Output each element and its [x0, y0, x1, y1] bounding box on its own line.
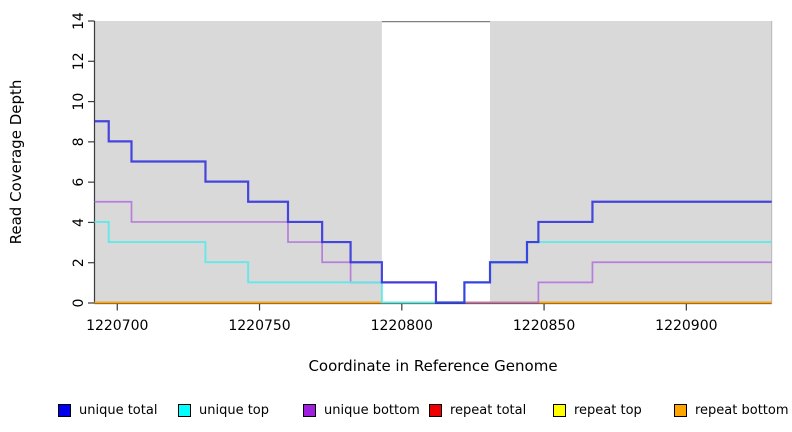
legend-label: repeat top	[574, 402, 642, 418]
legend-item-unique-bottom: unique bottom	[303, 399, 420, 421]
legend-label: repeat total	[450, 402, 527, 418]
svg-text:1220800: 1220800	[371, 318, 433, 334]
coverage-plot: 1220700 1220750 1220800 1220850 1220900 0 2 4 6 8…	[71, 12, 773, 334]
legend-item-unique-top: unique top	[178, 399, 269, 421]
svg-text:10: 10	[71, 93, 87, 111]
svg-text:0: 0	[71, 299, 87, 308]
svg-text:12: 12	[71, 52, 87, 70]
legend-item-repeat-top: repeat top	[553, 399, 642, 421]
legend-swatch-repeat-top	[553, 403, 566, 417]
legend-item-repeat-total: repeat total	[429, 399, 526, 421]
legend-item-repeat-bottom: repeat bottom	[674, 399, 789, 421]
svg-text:6: 6	[71, 178, 87, 187]
legend-label: unique bottom	[324, 402, 420, 418]
legend-swatch-unique-top	[178, 403, 191, 417]
legend-label: repeat bottom	[695, 402, 789, 418]
svg-text:2: 2	[71, 258, 87, 267]
svg-text:1220850: 1220850	[513, 318, 575, 334]
legend-swatch-unique-bottom	[303, 403, 316, 417]
y-axis-title: Read Coverage Depth	[7, 79, 25, 245]
legend-swatch-repeat-bottom	[674, 403, 687, 417]
svg-text:14: 14	[71, 12, 87, 30]
x-axis-title: Coordinate in Reference Genome	[308, 357, 558, 375]
svg-text:4: 4	[71, 218, 87, 227]
svg-text:1220700: 1220700	[86, 318, 148, 334]
svg-text:1220900: 1220900	[655, 318, 717, 334]
legend-label: unique top	[199, 402, 270, 418]
legend-item-unique-total: unique total	[58, 399, 157, 421]
svg-text:1220750: 1220750	[228, 318, 290, 334]
legend-swatch-repeat-total	[429, 403, 442, 417]
legend-swatch-unique-total	[58, 403, 71, 417]
legend-label: unique total	[79, 402, 158, 418]
legend: unique total unique top unique bottom re…	[0, 399, 792, 423]
svg-text:8: 8	[71, 137, 87, 146]
